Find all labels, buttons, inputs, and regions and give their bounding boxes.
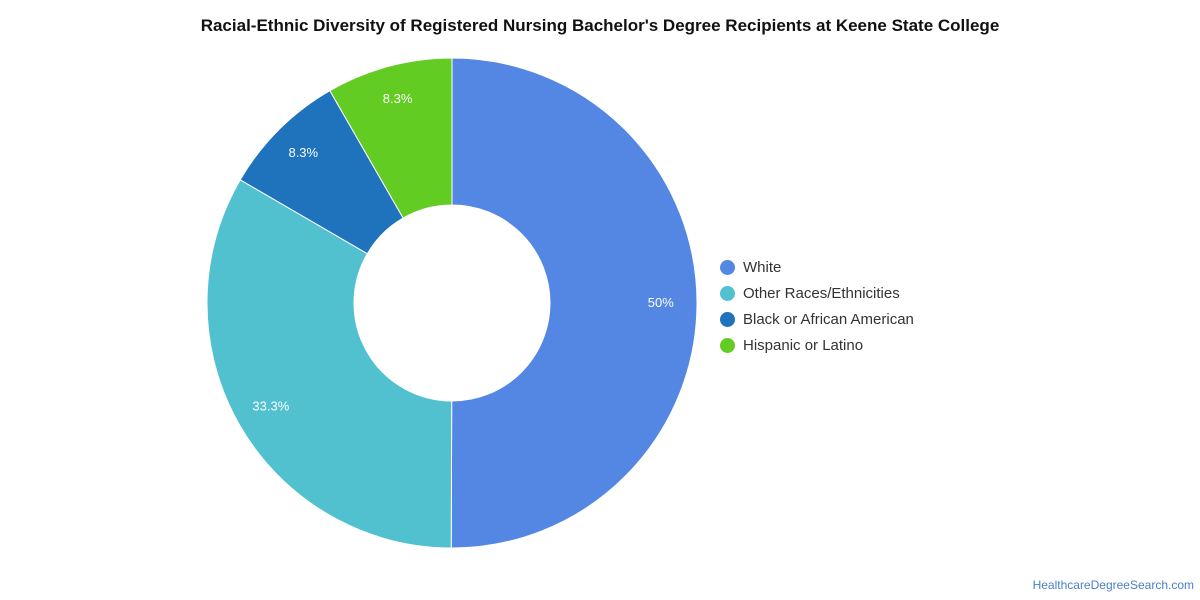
legend-label: Other Races/Ethnicities <box>743 284 900 302</box>
chart-legend: White Other Races/Ethnicities Black or Afr… <box>720 254 914 358</box>
legend-item-hispanic-or-latino[interactable]: Hispanic or Latino <box>720 332 914 358</box>
slice-label-black-or-african-american: 8.3% <box>288 145 318 160</box>
legend-label: Hispanic or Latino <box>743 336 864 354</box>
legend-swatch-icon <box>720 285 735 301</box>
legend-swatch-icon <box>720 259 735 275</box>
slice-label-white: 50% <box>648 295 674 310</box>
legend-item-white[interactable]: White <box>720 254 914 280</box>
legend-swatch-icon <box>720 337 735 353</box>
source-credit[interactable]: HealthcareDegreeSearch.com <box>1032 578 1194 592</box>
legend-item-black-or-african-american[interactable]: Black or African American <box>720 306 914 332</box>
donut-slice-labels: 50% 33.3% 8.3% 8.3% <box>252 91 674 413</box>
slice-white[interactable] <box>450 57 698 549</box>
legend-label: White <box>743 258 782 276</box>
slice-hispanic-or-latino[interactable] <box>329 57 453 219</box>
legend-item-other-races-ethnicities[interactable]: Other Races/Ethnicities <box>720 280 914 306</box>
slice-other-races-ethnicities[interactable] <box>206 179 453 549</box>
chart-title: Racial-Ethnic Diversity of Registered Nu… <box>200 16 1000 35</box>
legend-swatch-icon <box>720 311 735 327</box>
slice-label-hispanic-or-latino: 8.3% <box>383 91 413 106</box>
slice-label-other-races-ethnicities: 33.3% <box>252 398 289 413</box>
donut-slices <box>206 57 698 549</box>
legend-label: Black or African American <box>743 310 914 328</box>
